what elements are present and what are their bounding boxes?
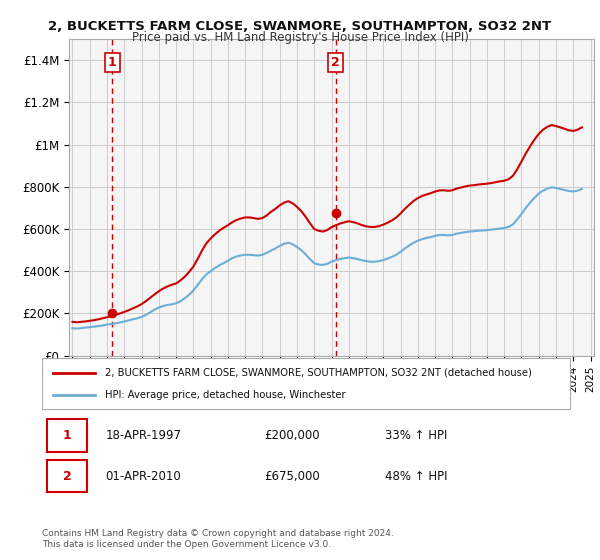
Text: 2, BUCKETTS FARM CLOSE, SWANMORE, SOUTHAMPTON, SO32 2NT: 2, BUCKETTS FARM CLOSE, SWANMORE, SOUTHA… [49,20,551,32]
Text: £200,000: £200,000 [264,429,319,442]
Text: Price paid vs. HM Land Registry's House Price Index (HPI): Price paid vs. HM Land Registry's House … [131,31,469,44]
FancyBboxPatch shape [47,419,87,451]
Text: 2, BUCKETTS FARM CLOSE, SWANMORE, SOUTHAMPTON, SO32 2NT (detached house): 2, BUCKETTS FARM CLOSE, SWANMORE, SOUTHA… [106,367,532,377]
Text: HPI: Average price, detached house, Winchester: HPI: Average price, detached house, Winc… [106,390,346,400]
Text: Contains HM Land Registry data © Crown copyright and database right 2024.
This d: Contains HM Land Registry data © Crown c… [42,529,394,549]
Text: 2: 2 [63,470,71,483]
FancyBboxPatch shape [47,460,87,492]
Text: 33% ↑ HPI: 33% ↑ HPI [385,429,448,442]
Text: £675,000: £675,000 [264,470,320,483]
Text: 1: 1 [63,429,71,442]
Text: 18-APR-1997: 18-APR-1997 [106,429,181,442]
Text: 01-APR-2010: 01-APR-2010 [106,470,181,483]
Text: 48% ↑ HPI: 48% ↑ HPI [385,470,448,483]
Text: 1: 1 [108,56,116,69]
Text: 2: 2 [331,56,340,69]
